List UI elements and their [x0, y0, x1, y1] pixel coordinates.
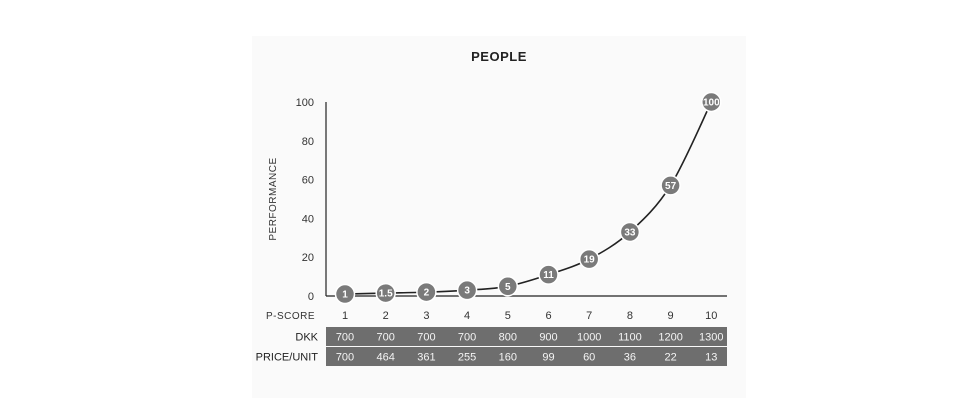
- data-point-marker: [456, 279, 478, 301]
- data-point: 2: [416, 281, 437, 303]
- table-cell: 361: [417, 352, 435, 364]
- data-point-label: 57: [665, 181, 677, 192]
- y-tick-label: 40: [302, 213, 314, 225]
- data-point: 33: [619, 221, 641, 243]
- y-axis-label: PERFORMANCE: [268, 157, 279, 240]
- data-point-marker: [497, 276, 519, 297]
- table-row: PRICE/UNIT 700 464 361 255 160 99 60 36 22 13: [256, 347, 727, 366]
- y-tick-label: 20: [302, 252, 314, 264]
- data-point: 11: [538, 264, 559, 285]
- table-cell: 700: [336, 352, 354, 364]
- y-tick-label: 0: [308, 291, 314, 303]
- table-cell: 464: [377, 352, 395, 364]
- table-row-background: [326, 347, 727, 366]
- table-row-label: DKK: [295, 332, 318, 344]
- data-point-label: 100: [703, 98, 720, 109]
- table-row-label: PRICE/UNIT: [256, 352, 319, 364]
- table-cell: 1200: [658, 332, 682, 344]
- x-axis-label: P-SCORE: [266, 311, 315, 322]
- table-cell: 900: [539, 332, 557, 344]
- table-cell: 160: [499, 352, 517, 364]
- y-tick-label: 60: [302, 175, 314, 187]
- data-point: 1: [334, 283, 356, 305]
- data-point-marker: [578, 248, 600, 270]
- table-cell: 99: [542, 352, 554, 364]
- table-cell: 800: [499, 332, 517, 344]
- y-tick-label: 100: [296, 97, 314, 109]
- data-point-marker: [416, 281, 437, 303]
- data-point-label: 1.5: [379, 289, 393, 300]
- x-tick-label: 6: [545, 310, 551, 322]
- data-point-label: 5: [505, 282, 511, 293]
- data-point-label: 11: [543, 270, 554, 281]
- x-tick-label: 5: [505, 310, 511, 322]
- table-cell: 13: [705, 352, 717, 364]
- table-cell: 1300: [699, 332, 723, 344]
- table-cell: 255: [458, 352, 476, 364]
- x-tick-label: 1: [342, 310, 348, 322]
- x-tick-label: 2: [383, 310, 389, 322]
- data-point-label: 3: [464, 286, 470, 297]
- x-tick-label: 7: [586, 310, 592, 322]
- data-point-marker: [334, 283, 356, 305]
- data-point: 3: [456, 279, 478, 301]
- data-point-marker: [701, 91, 722, 113]
- y-tick-label: 80: [302, 136, 314, 148]
- table-cell: 1000: [577, 332, 601, 344]
- data-point-label: 2: [424, 288, 430, 299]
- series-line: [344, 101, 713, 295]
- data-point-label: 33: [624, 227, 636, 238]
- data-point: 1.5: [375, 282, 396, 304]
- table-cell: 700: [336, 332, 354, 344]
- data-point: 19: [578, 248, 600, 270]
- axes: [325, 102, 727, 297]
- table-row: DKK 700 700 700 700 800 900 1000 1100 1200 1300: [295, 327, 727, 346]
- y-tick-labels: 0 20 40 60 80 100: [296, 97, 314, 303]
- x-tick-label: 8: [627, 310, 633, 322]
- data-point-label: 1: [342, 290, 348, 301]
- table-cell: 36: [624, 352, 636, 364]
- data-point: 5: [497, 276, 519, 297]
- x-tick-labels: 1 2 3 4 5 6 7 8 9 10: [342, 310, 717, 322]
- table-cell: 700: [377, 332, 395, 344]
- data-point-label: 19: [584, 255, 596, 266]
- data-point-marker: [619, 221, 641, 243]
- table-cell: 700: [417, 332, 435, 344]
- data-points: 1 1.5 2 3 5 11 19 33 57 100: [334, 91, 722, 305]
- table-cell: 700: [458, 332, 476, 344]
- data-point-marker: [375, 282, 396, 304]
- data-point: 57: [660, 175, 681, 196]
- x-tick-label: 10: [705, 310, 717, 322]
- data-point-marker: [660, 175, 681, 196]
- data-point-marker: [538, 264, 559, 285]
- table-row-background: [326, 327, 727, 346]
- series-line-layer: [344, 101, 713, 295]
- x-tick-label: 3: [423, 310, 429, 322]
- table-cell: 60: [583, 352, 595, 364]
- x-tick-label: 4: [464, 310, 470, 322]
- data-point: 100: [701, 91, 722, 113]
- table-cell: 22: [664, 352, 676, 364]
- table-cell: 1100: [618, 332, 642, 344]
- price-table: DKK 700 700 700 700 800 900 1000 1100 1200 1300 PRI…: [256, 327, 727, 366]
- chart-title: PEOPLE: [471, 49, 527, 64]
- x-tick-label: 9: [668, 310, 674, 322]
